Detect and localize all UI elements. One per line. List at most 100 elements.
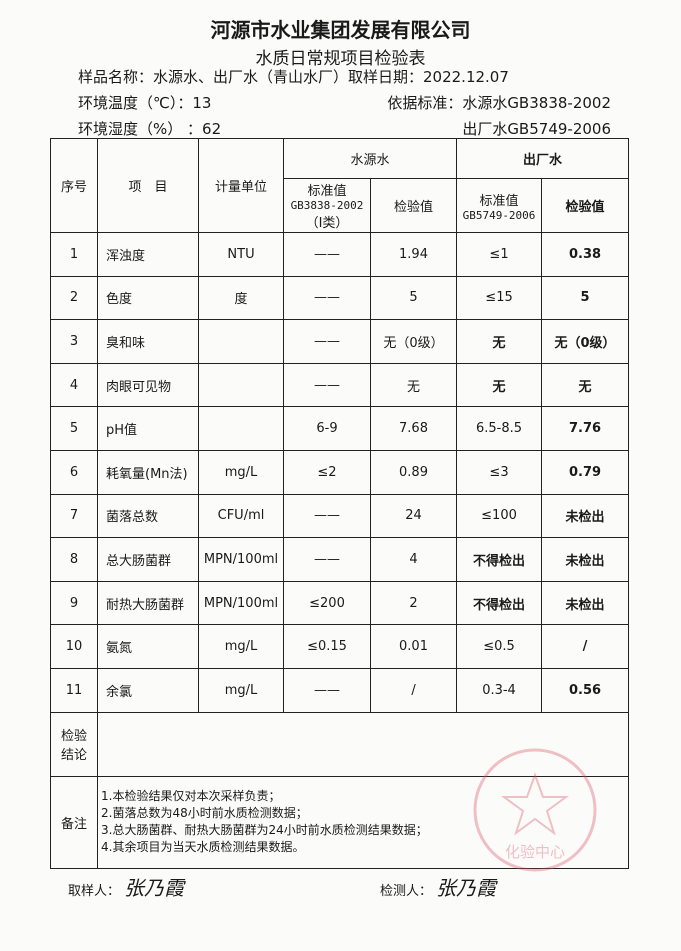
cell-item: 耗氧量(Mn法) xyxy=(97,449,199,495)
cell-unit: NTU xyxy=(198,232,284,277)
cell-src-val: 1.94 xyxy=(369,232,458,277)
cell-src-val: / xyxy=(369,667,458,713)
cell-src-std: —— xyxy=(283,232,371,277)
cell-out-val: 7.76 xyxy=(541,406,630,451)
cell-no: 4 xyxy=(50,362,98,408)
notes-label: 备注 xyxy=(50,775,98,869)
cell-src-val: 无 xyxy=(369,362,458,408)
cell-unit: mg/L xyxy=(198,449,284,495)
table-row: 10 氨氮 mg/L ≤0.15 0.01 ≤0.5/ xyxy=(50,624,630,669)
cell-out-std: 6.5-8.5 xyxy=(456,406,543,451)
cell-out-std: 不得检出 xyxy=(456,537,543,582)
cell-src-std: —— xyxy=(283,275,371,321)
cell-src-val: 2 xyxy=(369,580,458,626)
cell-out-val: 无（0级） xyxy=(541,319,630,364)
cell-item: 余氯 xyxy=(97,667,199,713)
cell-unit: mg/L xyxy=(198,624,284,669)
humidity: 环境湿度（%） ：62 xyxy=(78,120,222,138)
cell-src-std: —— xyxy=(283,319,371,364)
note: 2.菌落总数为48小时前水质检测数据； xyxy=(101,806,308,821)
cell-item: 菌落总数 xyxy=(97,493,199,539)
cell-no: 8 xyxy=(50,537,98,582)
cell-src-val: 5 xyxy=(369,275,458,321)
cell-unit xyxy=(198,362,284,408)
label: （Ⅰ类） xyxy=(305,216,349,231)
header-item: 项 目 xyxy=(97,138,199,233)
sampler-label: 取样人： xyxy=(68,884,121,899)
standard: 依据标准：水源水GB3838-2002 xyxy=(387,94,611,112)
cell-no: 3 xyxy=(50,319,98,364)
cell-src-std: —— xyxy=(283,493,371,539)
header-out-std: 标准值 GB5749-2006 xyxy=(456,178,543,233)
table-row: 5 pH值 6-9 7.68 6.5-8.5 7.76 xyxy=(50,406,630,451)
note: 3.总大肠菌群、耐热大肠菌群为24小时前水质检测结果数据； xyxy=(101,823,428,838)
cell-item: 色度 xyxy=(97,275,199,321)
cell-unit: MPN/100ml xyxy=(198,580,284,626)
cell-out-std: ≤1 xyxy=(456,232,543,277)
cell-out-val: 0.38 xyxy=(541,232,630,277)
cell-unit xyxy=(198,406,284,451)
header-no: 序号 xyxy=(50,138,98,233)
cell-out-std: ≤15 xyxy=(456,275,543,321)
cell-out-val: 未检出 xyxy=(541,537,630,582)
cell-unit: mg/L xyxy=(198,667,284,713)
sampler-signature: 张乃霞 xyxy=(124,876,184,900)
cell-src-std: 6-9 xyxy=(283,406,371,451)
company-seal: 化验中心 xyxy=(473,748,597,872)
cell-out-val: 未检出 xyxy=(541,580,630,626)
label: GB5749-2006 xyxy=(462,208,536,222)
cell-out-val: / xyxy=(541,624,630,669)
cell-out-val: 未检出 xyxy=(541,493,630,539)
table-row: 8 总大肠菌群 MPN/100ml —— 4 不得检出 未检出 xyxy=(50,537,630,582)
svg-text:化验中心: 化验中心 xyxy=(505,843,565,861)
note: 4.其余项目为当天水质检测结果数据。 xyxy=(101,840,305,855)
header-outlet-water: 出厂水 xyxy=(456,138,630,179)
cell-out-val: 0.56 xyxy=(541,667,630,713)
cell-src-val: 24 xyxy=(369,493,458,539)
cell-out-std: 0.3-4 xyxy=(456,667,543,713)
cell-src-std: ≤200 xyxy=(283,580,371,626)
cell-out-std: ≤100 xyxy=(456,493,543,539)
cell-no: 5 xyxy=(50,406,98,451)
cell-no: 6 xyxy=(50,449,98,495)
tester-signature: 张乃霞 xyxy=(436,876,496,900)
cell-src-std: —— xyxy=(283,667,371,713)
conclusion-label: 检验结论 xyxy=(50,711,98,777)
table-row: 4 肉眼可见物 —— 无无无 xyxy=(50,362,630,408)
results-table: 序号 项 目 计量单位 水源水 出厂水 标准值 GB3838-2002 （Ⅰ类） 检… xyxy=(50,138,630,869)
cell-out-std: ≤0.5 xyxy=(456,624,543,669)
cell-unit: 度 xyxy=(198,275,284,321)
cell-src-std: ≤0.15 xyxy=(283,624,371,669)
cell-item: 浑浊度 xyxy=(97,232,199,277)
cell-no: 11 xyxy=(50,667,98,713)
table-row: 6 耗氧量(Mn法) mg/L ≤2 0.89 ≤3 0.79 xyxy=(50,449,630,495)
cell-unit xyxy=(198,319,284,364)
header-out-val: 检验值 xyxy=(541,178,630,233)
company-name: 河源市水业集团发展有限公司 xyxy=(210,18,471,42)
cell-src-std: —— xyxy=(283,362,371,408)
cell-item: 臭和味 xyxy=(97,319,199,364)
cell-item: 总大肠菌群 xyxy=(97,537,199,582)
form-title: 水质日常规项目检验表 xyxy=(255,49,426,69)
header-unit: 计量单位 xyxy=(198,138,284,233)
cell-src-val: 7.68 xyxy=(369,406,458,451)
cell-src-std: ≤2 xyxy=(283,449,371,495)
header-source-water: 水源水 xyxy=(282,138,458,179)
header-src-std: 标准值 GB3838-2002 （Ⅰ类） xyxy=(283,178,371,233)
header-src-val: 检验值 xyxy=(369,178,458,233)
cell-no: 2 xyxy=(50,275,98,321)
table-row: 9 耐热大肠菌群 MPN/100ml ≤200 2 不得检出 未检出 xyxy=(50,580,630,626)
tester-label: 检测人： xyxy=(380,884,433,899)
label: 标准值 xyxy=(479,193,519,209)
cell-out-std: 无 xyxy=(456,362,543,408)
label: 标准值 xyxy=(307,184,347,199)
temperature: 环境温度（℃）：13 xyxy=(78,94,212,112)
table-row: 2 色度度 —— 5 ≤15 5 xyxy=(50,275,630,321)
cell-item: pH值 xyxy=(97,406,199,451)
cell-item: 耐热大肠菌群 xyxy=(97,580,199,626)
cell-out-std: 无 xyxy=(456,319,543,364)
cell-src-val: 0.01 xyxy=(369,624,458,669)
table-row: 3 臭和味 —— 无（0级）无无（0级） xyxy=(50,319,630,364)
cell-no: 9 xyxy=(50,580,98,626)
